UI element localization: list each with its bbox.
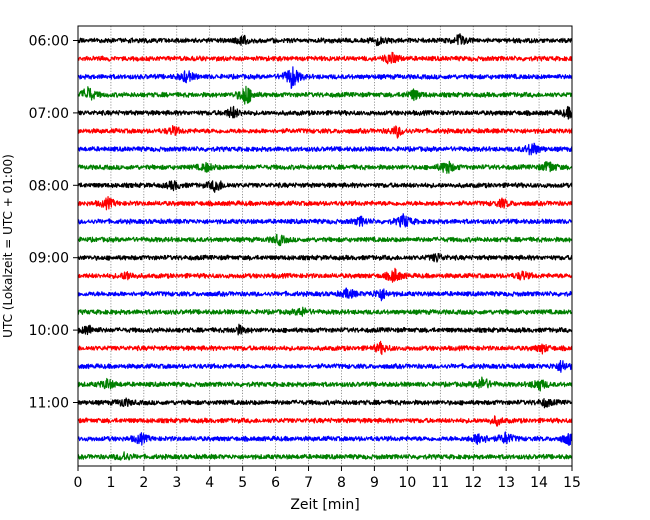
y-tick-label: 07:00	[29, 106, 69, 122]
y-axis: 06:00 07:00 08:00 09:00 10:00 11:00	[29, 34, 78, 412]
trace-lines	[77, 33, 573, 461]
x-tick-label: 2	[139, 475, 148, 491]
trace-1030	[77, 359, 573, 373]
y-tick-label: 09:00	[29, 251, 69, 267]
trace-1145	[77, 451, 573, 461]
trace-1015	[77, 340, 573, 356]
trace-0645	[77, 85, 573, 105]
y-tick-label: 08:00	[29, 178, 69, 194]
trace-0730	[77, 142, 573, 156]
y-tick-label: 06:00	[29, 34, 69, 50]
x-tick-label: 4	[205, 475, 214, 491]
trace-1045	[77, 376, 573, 392]
trace-0700	[77, 105, 573, 120]
x-axis: 0 1 2 3 4 5 6 7 8 9 10 11 12 13 14 15	[74, 466, 581, 491]
trace-0845	[77, 233, 573, 247]
x-tick-label: 0	[74, 475, 83, 491]
x-tick-label: 6	[271, 475, 280, 491]
trace-1130	[77, 431, 573, 446]
trace-0715	[77, 124, 573, 139]
trace-1115	[77, 415, 573, 427]
x-tick-label: 8	[337, 475, 346, 491]
trace-0800	[77, 180, 573, 193]
trace-0930	[77, 287, 573, 302]
x-tick-label: 10	[398, 475, 416, 491]
vertical-grid	[110, 26, 540, 466]
x-tick-label: 14	[530, 475, 548, 491]
plot-frame	[77, 25, 573, 467]
trace-1000	[77, 323, 573, 336]
y-tick-label: 10:00	[29, 323, 69, 339]
x-tick-label: 9	[370, 475, 379, 491]
y-tick-label: 11:00	[29, 396, 69, 412]
x-tick-label: 3	[172, 475, 181, 491]
x-axis-label: Zeit [min]	[290, 497, 359, 513]
x-tick-label: 5	[238, 475, 247, 491]
trace-0630	[77, 66, 573, 89]
trace-0615	[77, 51, 573, 65]
trace-0830	[77, 213, 573, 228]
trace-0745	[77, 160, 573, 174]
trace-1100	[77, 397, 573, 409]
trace-0900	[77, 252, 573, 263]
x-tick-label: 11	[431, 475, 449, 491]
trace-0600	[77, 33, 573, 47]
x-tick-label: 7	[304, 475, 313, 491]
trace-0815	[77, 196, 573, 211]
trace-0915	[77, 267, 573, 283]
x-tick-label: 12	[464, 475, 482, 491]
x-tick-label: 13	[497, 475, 515, 491]
x-tick-label: 15	[563, 475, 581, 491]
x-tick-label: 1	[106, 475, 115, 491]
y-axis-label: UTC (Lokalzeit = UTC + 01:00)	[1, 154, 15, 338]
trace-0945	[77, 306, 573, 317]
